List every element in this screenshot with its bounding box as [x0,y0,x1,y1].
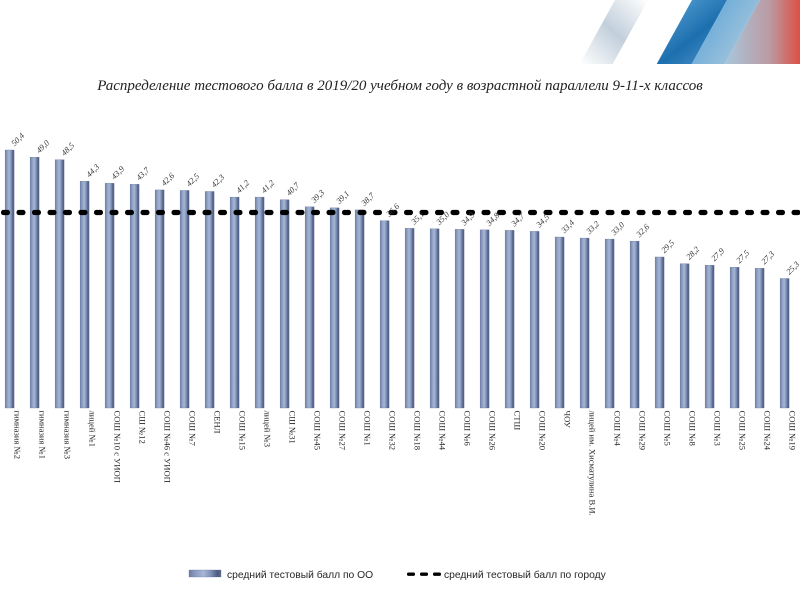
svg-text:25,3: 25,3 [785,260,800,277]
svg-text:гимназия №1: гимназия №1 [38,411,48,460]
svg-text:42,5: 42,5 [185,172,202,189]
svg-text:СШ №12: СШ №12 [138,411,148,444]
svg-text:СОШ №29: СОШ №29 [638,411,648,451]
svg-text:лицей №1: лицей №1 [88,411,98,448]
svg-text:СОШ №19: СОШ №19 [788,411,798,451]
svg-text:СОШ №45: СОШ №45 [313,411,323,451]
svg-text:36,6: 36,6 [384,201,402,219]
svg-text:СОШ №24: СОШ №24 [763,411,773,451]
svg-text:СОШ №8: СОШ №8 [688,411,698,446]
svg-text:СОШ №15: СОШ №15 [238,411,248,451]
svg-text:СОШ №4: СОШ №4 [613,411,623,447]
svg-text:гимназия №2: гимназия №2 [13,411,23,460]
svg-text:29,5: 29,5 [660,238,677,255]
svg-text:50,4: 50,4 [10,131,27,148]
svg-text:СОШ №25: СОШ №25 [738,411,748,451]
svg-text:СОШ №5: СОШ №5 [663,411,673,446]
svg-text:41,2: 41,2 [260,178,277,195]
svg-text:СОШ №7: СОШ №7 [188,411,198,447]
svg-text:43,7: 43,7 [135,165,152,182]
svg-text:СОШ №6: СОШ №6 [463,411,473,447]
svg-text:СОШ №27: СОШ №27 [338,411,348,451]
svg-text:39,3: 39,3 [309,188,326,205]
svg-text:лицей №3: лицей №3 [263,411,273,448]
svg-text:27,9: 27,9 [710,246,727,263]
svg-text:СОШ №10 с УИОП: СОШ №10 с УИОП [113,411,123,483]
svg-text:СОШ №1: СОШ №1 [363,411,373,446]
svg-text:СОШ №3: СОШ №3 [713,411,723,446]
svg-text:27,5: 27,5 [735,249,752,266]
svg-text:28,2: 28,2 [685,245,702,262]
svg-text:42,6: 42,6 [160,171,177,188]
svg-text:33,2: 33,2 [584,219,601,236]
svg-text:49,0: 49,0 [35,138,52,155]
svg-text:ЧОУ: ЧОУ [563,411,573,429]
svg-text:43,9: 43,9 [110,164,127,181]
svg-text:средний тестовый балл по ОО: средний тестовый балл по ОО [227,569,373,581]
svg-text:27,3: 27,3 [760,250,777,267]
svg-text:33,0: 33,0 [609,220,627,238]
svg-text:48,5: 48,5 [60,141,77,158]
svg-text:32,6: 32,6 [634,222,652,240]
svg-text:СШ №31: СШ №31 [288,411,298,444]
svg-text:средний тестовый балл по город: средний тестовый балл по городу [444,569,607,581]
svg-text:СОШ №44: СОШ №44 [438,411,448,451]
svg-text:40,7: 40,7 [285,180,302,197]
svg-text:СТШ: СТШ [513,411,523,431]
svg-text:СОШ №32: СОШ №32 [388,411,398,451]
svg-text:34,7: 34,7 [509,211,527,229]
svg-text:33,4: 33,4 [559,218,576,235]
svg-text:гимназия №3: гимназия №3 [63,411,73,460]
svg-text:42,3: 42,3 [210,173,227,190]
svg-text:СОШ №18: СОШ №18 [413,411,423,451]
svg-text:СОШ №26: СОШ №26 [488,411,498,451]
svg-text:СЕНЛ: СЕНЛ [213,411,223,434]
svg-text:лицей им. Хисматулина В.И.: лицей им. Хисматулина В.И. [588,411,598,516]
svg-text:34,5: 34,5 [534,213,551,230]
svg-text:44,3: 44,3 [85,163,102,180]
svg-text:СОШ №20: СОШ №20 [538,411,548,451]
svg-text:СОШ №46 с УИОП: СОШ №46 с УИОП [163,411,173,483]
svg-text:41,2: 41,2 [235,178,252,195]
svg-text:38,7: 38,7 [359,191,377,209]
svg-text:39,1: 39,1 [334,189,351,206]
